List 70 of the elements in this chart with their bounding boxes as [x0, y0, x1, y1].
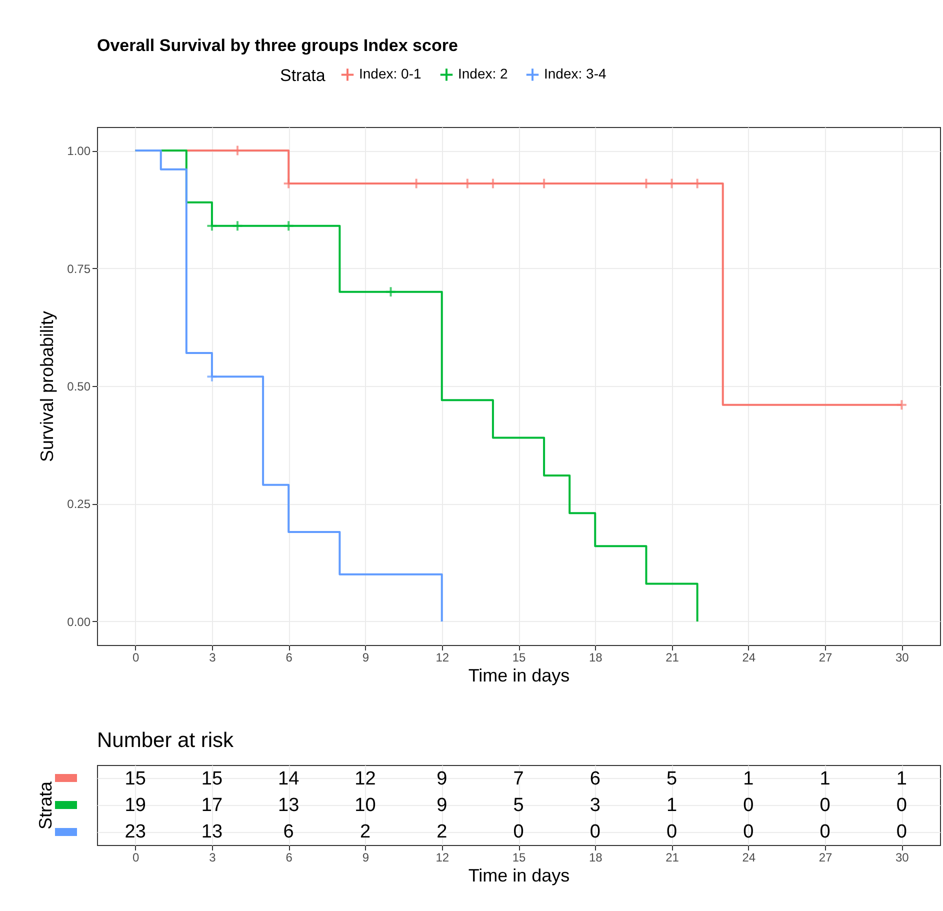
legend-label: Index: 2 — [458, 66, 508, 82]
data-label: 19 — [124, 795, 146, 816]
x-tick-label: 27 — [818, 850, 833, 864]
chart-title: Overall Survival by three groups Index score — [97, 36, 458, 55]
data-label: 13 — [278, 795, 300, 816]
y-tick-label: 0.25 — [67, 497, 91, 512]
data-label: 15 — [124, 768, 146, 790]
x-tick-label: 9 — [362, 650, 370, 664]
x-tick-label: 9 — [362, 850, 370, 864]
y-tick-label: 0.00 — [67, 614, 91, 629]
legend-title: Strata — [280, 66, 326, 85]
x-tick-label: 18 — [588, 650, 603, 664]
data-label: 9 — [436, 768, 448, 790]
data-label: 3 — [590, 795, 600, 816]
data-label: 0 — [820, 795, 830, 816]
data-label: 10 — [354, 795, 376, 816]
x-tick-label: 30 — [896, 650, 910, 664]
x-tick-label: 3 — [209, 650, 216, 664]
x-axis-title: Time in days — [468, 866, 570, 886]
x-tick-label: 21 — [666, 850, 680, 864]
x-tick-label: 0 — [132, 650, 140, 664]
data-label: 2 — [436, 822, 448, 843]
x-tick-label: 15 — [512, 850, 526, 864]
data-label: 9 — [436, 795, 448, 816]
data-label: 0 — [743, 795, 754, 816]
y-tick-label: 0.50 — [67, 380, 91, 394]
x-tick-label: 18 — [588, 850, 603, 864]
x-tick-label: 24 — [742, 650, 756, 664]
y-axis-title: Survival probability — [37, 310, 58, 462]
data-label: 0 — [513, 822, 524, 843]
data-label: 1 — [666, 795, 678, 816]
data-label: 6 — [590, 768, 600, 790]
chart-title: Number at risk — [97, 729, 234, 752]
x-tick-label: 3 — [209, 850, 216, 864]
data-label: 1 — [896, 768, 907, 790]
data-label: 0 — [666, 822, 678, 843]
x-tick-label: 30 — [896, 850, 910, 864]
y-tick-label: 1.00 — [67, 144, 91, 158]
data-label: 0 — [820, 822, 830, 843]
data-label: 14 — [278, 768, 300, 790]
y-tick-label: 0.75 — [67, 262, 91, 276]
data-label: 15 — [201, 768, 223, 790]
data-label: 13 — [201, 822, 223, 843]
x-tick-label: 15 — [512, 650, 526, 664]
data-label: 5 — [513, 795, 524, 816]
data-label: 1 — [743, 768, 754, 790]
data-label: 0 — [896, 795, 907, 816]
data-label: 5 — [666, 768, 678, 790]
data-label: 17 — [201, 795, 223, 816]
data-label: 0 — [896, 822, 907, 843]
x-tick-label: 27 — [818, 650, 833, 664]
data-label: 1 — [820, 768, 830, 790]
x-tick-label: 12 — [436, 850, 450, 864]
data-label: 6 — [283, 822, 294, 843]
legend-label: Index: 0-1 — [359, 66, 422, 82]
x-tick-label: 24 — [742, 850, 756, 864]
data-label: 0 — [743, 822, 754, 843]
data-label: 7 — [513, 768, 524, 790]
y-axis-title: Strata — [36, 780, 56, 830]
x-tick-label: 12 — [436, 650, 450, 664]
x-tick-label: 0 — [132, 850, 140, 864]
data-label: 2 — [360, 822, 371, 843]
data-label: 12 — [354, 768, 376, 790]
legend-label: Index: 3-4 — [544, 66, 606, 82]
data-label: 0 — [590, 822, 600, 843]
x-tick-label: 21 — [666, 650, 680, 664]
x-tick-label: 6 — [286, 650, 293, 664]
data-label: 23 — [124, 822, 146, 843]
x-axis-title: Time in days — [468, 666, 570, 686]
x-tick-label: 6 — [286, 850, 293, 864]
